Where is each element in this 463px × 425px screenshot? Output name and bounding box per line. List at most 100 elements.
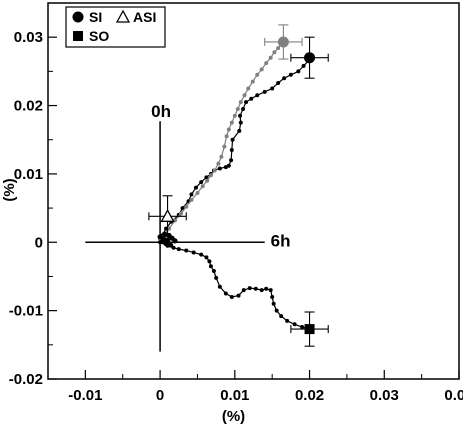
data-point [282, 76, 287, 81]
data-point [223, 165, 228, 170]
data-point [268, 288, 273, 293]
data-point [226, 163, 231, 168]
legend-label-so: SO [89, 28, 109, 44]
data-point [238, 120, 243, 125]
data-point [157, 234, 163, 240]
data-point [264, 61, 269, 66]
data-point [230, 137, 235, 142]
y-tick-label: 0.03 [14, 29, 43, 46]
plot-frame [47, 2, 460, 380]
y-tick-label: 0.01 [14, 166, 43, 183]
series-line-1 [159, 41, 284, 240]
data-point [250, 79, 255, 84]
data-point [276, 46, 281, 51]
x-tick-label: 0.03 [370, 387, 399, 404]
data-point [301, 63, 306, 68]
data-point [247, 286, 252, 291]
x-tick-label: 0.02 [295, 387, 324, 404]
data-point [262, 89, 267, 94]
data-point [171, 245, 176, 250]
data-point [259, 67, 264, 72]
data-point [191, 250, 196, 255]
data-point [244, 100, 249, 105]
series-layer [157, 39, 312, 332]
reference-lines [85, 121, 265, 352]
data-point [279, 314, 284, 319]
data-point [255, 72, 260, 77]
data-point [208, 264, 213, 269]
data-point [229, 147, 234, 152]
data-point [189, 192, 194, 197]
x-tick-label: 0 [156, 387, 164, 404]
annotation-6h: 6h [271, 231, 291, 250]
data-point [195, 191, 200, 196]
endpoint-circle [277, 36, 289, 48]
x-tick-label: -0.01 [68, 387, 102, 404]
data-point [204, 175, 209, 180]
data-point [205, 178, 210, 183]
data-point [214, 275, 219, 280]
data-point [296, 69, 301, 74]
data-point [224, 134, 229, 139]
x-tick-label: 0.01 [220, 387, 249, 404]
legend-marker-si [72, 11, 84, 23]
legend-marker-asi [115, 9, 131, 23]
data-point [241, 106, 246, 111]
data-point [276, 80, 281, 85]
data-point [272, 50, 277, 55]
endpoint-layer [148, 24, 329, 347]
data-point [285, 318, 290, 323]
data-point [300, 325, 305, 330]
data-point [200, 184, 205, 189]
y-tick-label: -0.02 [9, 371, 43, 388]
annotation-layer: 0h 6h [151, 102, 290, 250]
legend-marker-so [73, 31, 83, 41]
data-point [271, 301, 276, 306]
data-point [232, 113, 237, 118]
data-point [189, 197, 194, 202]
data-point [184, 248, 189, 253]
data-point [219, 154, 224, 159]
data-point [235, 106, 240, 111]
data-point [249, 96, 254, 101]
data-point [176, 247, 181, 252]
x-tick-label: 0.04 [444, 387, 463, 404]
data-point [288, 72, 293, 77]
data-point [211, 268, 216, 273]
data-point [229, 294, 234, 299]
y-tick-label: 0.02 [14, 98, 43, 115]
data-point [237, 128, 242, 133]
legend-label-asi: ASI [133, 9, 156, 25]
data-point [199, 180, 204, 185]
data-point [242, 93, 247, 98]
data-point [179, 211, 184, 216]
data-point [223, 291, 228, 296]
data-point [180, 206, 185, 211]
endpoint-triangle [160, 208, 175, 222]
ticks-layer: -0.01 0 0.01 0.02 0.03 0.04 -0.02 -0.01 0 0.01 0.0… [9, 2, 463, 404]
y-axis-label: (%) [1, 178, 18, 201]
data-point [216, 161, 221, 166]
data-point [229, 120, 234, 125]
data-point [199, 252, 204, 257]
data-point [167, 242, 174, 248]
data-point [259, 288, 264, 293]
data-point [270, 86, 275, 91]
legend-label-si: SI [89, 9, 102, 25]
data-point [246, 86, 251, 91]
data-point [236, 293, 241, 298]
data-point [184, 204, 189, 209]
data-point [270, 294, 275, 299]
data-point [241, 288, 246, 293]
series-line-2 [159, 241, 310, 330]
data-point [217, 284, 222, 289]
data-point [212, 168, 217, 173]
data-point [207, 259, 212, 264]
endpoint-square [304, 324, 315, 335]
data-point [292, 322, 297, 327]
data-point [193, 185, 198, 190]
data-point [222, 144, 227, 149]
data-point [264, 286, 269, 291]
data-point [161, 236, 167, 243]
